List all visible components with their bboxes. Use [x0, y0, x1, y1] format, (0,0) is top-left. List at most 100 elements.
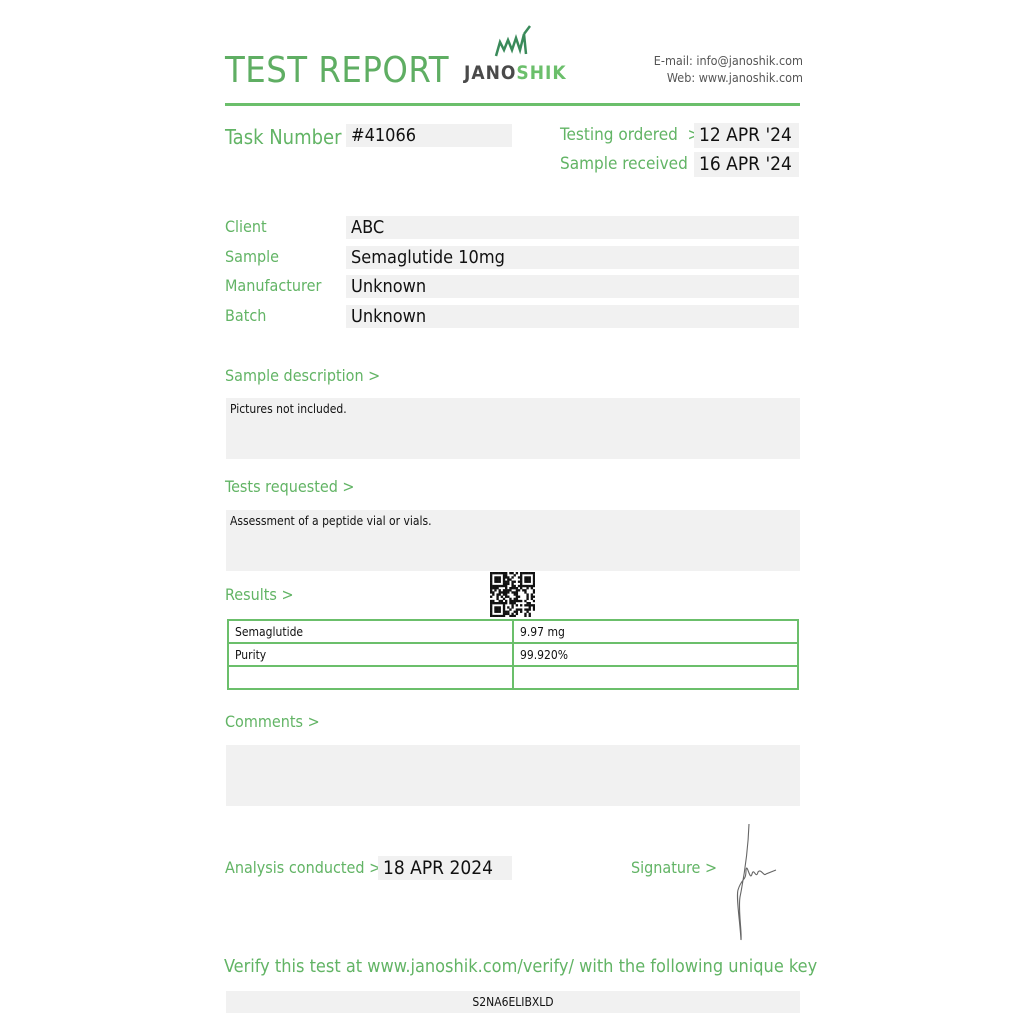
result-value	[512, 665, 799, 690]
qr-module	[490, 580, 493, 583]
qr-module	[505, 574, 508, 577]
qr-module	[524, 591, 527, 594]
qr-module	[505, 612, 508, 616]
qr-module	[520, 576, 523, 579]
qr-module	[526, 578, 529, 581]
result-value: 99.920%	[512, 642, 799, 667]
qr-module	[498, 608, 501, 611]
qr-module	[490, 574, 493, 577]
qr-module	[528, 614, 531, 617]
qr-module	[500, 595, 504, 598]
qr-module	[502, 574, 506, 577]
qr-module	[496, 606, 499, 609]
qr-module	[502, 591, 506, 594]
qr-module	[511, 604, 514, 607]
qr-module	[492, 584, 495, 588]
qr-module	[498, 591, 501, 594]
qr-module	[505, 582, 508, 586]
qr-module	[528, 608, 531, 611]
qr-module	[517, 599, 521, 603]
qr-module	[513, 587, 516, 590]
qr-module	[498, 576, 501, 579]
qr-module	[494, 580, 497, 583]
qr-module	[494, 606, 497, 609]
qr-module	[498, 580, 501, 583]
qr-module	[494, 608, 497, 611]
qr-module	[505, 591, 508, 594]
qr-module	[511, 599, 514, 603]
janoshik-logo: JANOSHIK	[464, 24, 567, 84]
page-title: TEST REPORT	[225, 50, 449, 91]
qr-module	[511, 614, 514, 617]
qr-module	[507, 580, 510, 583]
sample-label: Sample	[225, 247, 279, 266]
qr-module	[500, 599, 504, 603]
qr-module	[496, 578, 499, 581]
qr-module	[520, 572, 523, 575]
qr-module	[507, 595, 510, 598]
qr-module	[496, 602, 499, 605]
qr-module	[520, 604, 523, 607]
result-name	[227, 665, 514, 690]
qr-module	[490, 604, 493, 607]
qr-module	[498, 606, 501, 609]
tests-requested-text: Assessment of a peptide vial or vials.	[226, 510, 800, 571]
signature-label: Signature >	[631, 858, 718, 877]
qr-module	[490, 612, 493, 616]
qr-module	[494, 602, 497, 605]
qr-module	[515, 597, 519, 601]
qr-module	[509, 578, 512, 581]
qr-module	[524, 584, 527, 588]
qr-module	[496, 584, 499, 588]
qr-module	[513, 591, 516, 594]
qr-module	[517, 589, 521, 592]
logo-text: JANOSHIK	[464, 62, 567, 84]
qr-module	[513, 614, 516, 617]
qr-module	[511, 612, 514, 616]
qr-module	[513, 580, 516, 583]
qr-code-icon[interactable]	[490, 572, 535, 617]
qr-module	[496, 580, 499, 583]
results-label: Results >	[225, 585, 294, 604]
qr-module	[496, 587, 499, 590]
qr-module	[490, 591, 493, 594]
qr-module	[496, 595, 499, 598]
qr-module	[511, 576, 514, 579]
qr-module	[528, 584, 531, 588]
qr-module	[520, 610, 523, 613]
qr-module	[520, 578, 523, 581]
testing-ordered-label: Testing ordered >	[560, 125, 701, 145]
qr-module	[500, 584, 504, 588]
qr-module	[515, 595, 519, 598]
qr-module	[515, 572, 519, 575]
qr-module	[490, 602, 493, 605]
qr-module	[492, 614, 495, 617]
qr-module	[490, 578, 493, 581]
contact-email: E-mail: info@janoshik.com	[653, 53, 803, 68]
qr-module	[532, 595, 535, 598]
qr-module	[511, 591, 514, 594]
qr-module	[509, 589, 512, 592]
qr-module	[490, 608, 493, 611]
qr-module	[524, 578, 527, 581]
sample-value: Semaglutide 10mg	[346, 246, 799, 269]
qr-module	[532, 589, 535, 592]
qr-module	[513, 602, 516, 605]
qr-module	[511, 582, 514, 586]
results-table: Semaglutide 9.97 mg Purity 99.920%	[227, 619, 799, 690]
qr-module	[500, 602, 504, 605]
qr-module	[494, 576, 497, 579]
qr-module	[502, 576, 506, 579]
qr-module	[524, 580, 527, 583]
qr-module	[500, 614, 504, 617]
contact-info: E-mail: info@janoshik.com Web: www.janos…	[654, 52, 803, 86]
qr-module	[498, 599, 501, 603]
qr-module	[498, 593, 501, 596]
qr-module	[505, 599, 508, 603]
qr-module	[520, 584, 523, 588]
qr-module	[502, 604, 506, 607]
client-value: ABC	[346, 216, 799, 239]
qr-module	[517, 595, 521, 598]
header-divider	[225, 103, 800, 106]
comments-text	[226, 745, 800, 806]
